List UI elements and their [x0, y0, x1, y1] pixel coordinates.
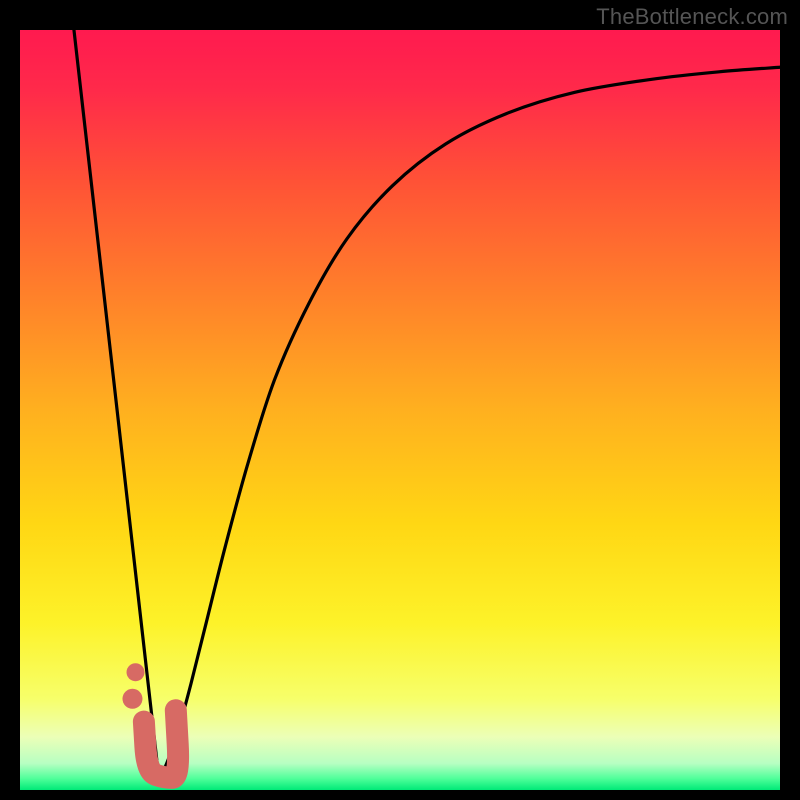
- gradient-plot: [20, 30, 780, 790]
- plot-area: [20, 30, 780, 790]
- watermark-text: TheBottleneck.com: [596, 4, 788, 30]
- valley-marker-dot-1: [122, 689, 142, 709]
- valley-marker-dot-0: [127, 663, 145, 681]
- chart-canvas: TheBottleneck.com: [0, 0, 800, 800]
